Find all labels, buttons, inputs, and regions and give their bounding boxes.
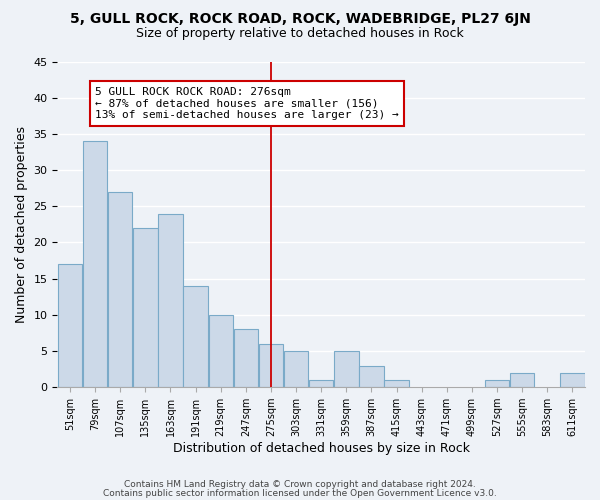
Text: 5, GULL ROCK, ROCK ROAD, ROCK, WADEBRIDGE, PL27 6JN: 5, GULL ROCK, ROCK ROAD, ROCK, WADEBRIDG…	[70, 12, 530, 26]
Bar	[83, 141, 107, 387]
Bar	[184, 286, 208, 387]
Bar	[385, 380, 409, 387]
Bar	[560, 372, 584, 387]
Bar	[209, 315, 233, 387]
X-axis label: Distribution of detached houses by size in Rock: Distribution of detached houses by size …	[173, 442, 470, 455]
Text: Size of property relative to detached houses in Rock: Size of property relative to detached ho…	[136, 28, 464, 40]
Bar	[58, 264, 82, 387]
Bar	[259, 344, 283, 387]
Y-axis label: Number of detached properties: Number of detached properties	[15, 126, 28, 323]
Bar	[510, 372, 535, 387]
Bar	[485, 380, 509, 387]
Text: Contains public sector information licensed under the Open Government Licence v3: Contains public sector information licen…	[103, 488, 497, 498]
Bar	[284, 351, 308, 387]
Bar	[233, 330, 258, 387]
Text: Contains HM Land Registry data © Crown copyright and database right 2024.: Contains HM Land Registry data © Crown c…	[124, 480, 476, 489]
Bar	[334, 351, 359, 387]
Bar	[158, 214, 182, 387]
Bar	[359, 366, 383, 387]
Bar	[309, 380, 334, 387]
Text: 5 GULL ROCK ROCK ROAD: 276sqm
← 87% of detached houses are smaller (156)
13% of : 5 GULL ROCK ROCK ROAD: 276sqm ← 87% of d…	[95, 87, 399, 120]
Bar	[108, 192, 133, 387]
Bar	[133, 228, 158, 387]
